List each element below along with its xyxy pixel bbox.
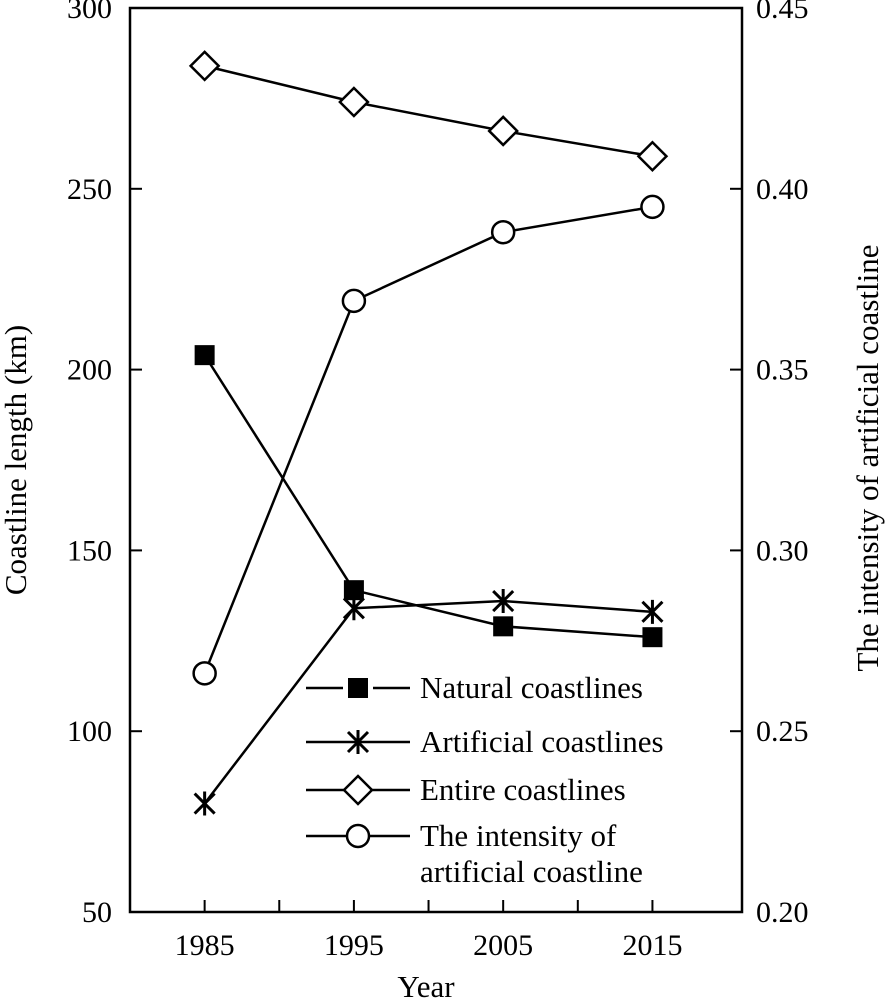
x-axis-title: Year [397, 969, 455, 1000]
y2-tick-label: 0.40 [756, 173, 809, 206]
legend-label-line: The intensity of [420, 818, 617, 853]
y-tick-label: 200 [67, 354, 112, 387]
data-point [342, 596, 365, 621]
series-layer [188, 50, 669, 816]
y2-tick-label: 0.35 [756, 354, 809, 387]
data-point [642, 627, 663, 648]
y2-tick-label: 0.20 [756, 896, 809, 929]
legend-marker [346, 730, 370, 754]
y-tick-label: 100 [67, 715, 112, 748]
x-tick-label: 2015 [622, 929, 682, 962]
data-point [341, 288, 367, 314]
x-tick-label: 2005 [473, 929, 533, 962]
legend-label-line: artificial coastline [420, 854, 643, 889]
data-point [492, 589, 515, 614]
data-point [490, 219, 516, 245]
series-2 [188, 50, 669, 173]
legend-label: Natural coastlines [420, 670, 643, 705]
legend-label-line: Natural coastlines [420, 670, 643, 705]
data-point [487, 115, 519, 147]
plot-frame [128, 6, 744, 914]
data-point [192, 661, 217, 686]
data-point [188, 50, 221, 82]
series-line [203, 205, 653, 674]
legend: Natural coastlines Artificial coastlines E… [306, 670, 664, 889]
y2-tick-label: 0.30 [756, 534, 809, 567]
data-point [641, 599, 664, 624]
y2-tick-label: 0.45 [756, 0, 809, 25]
series-3 [192, 194, 665, 686]
y2-axis-title: The intensity of artificial coastline [850, 245, 885, 672]
series-line [203, 354, 653, 639]
legend-label: The intensity of artificial coastline [420, 818, 643, 889]
legend-label-line: Artificial coastlines [420, 724, 664, 759]
data-point [338, 86, 370, 118]
legend-marker [345, 823, 371, 849]
data-point [193, 791, 216, 816]
data-point [194, 345, 215, 366]
series-0 [194, 345, 663, 648]
y-tick-label: 50 [82, 896, 112, 929]
legend-label: Entire coastlines [420, 772, 626, 807]
legend-label: Artificial coastlines [420, 724, 664, 759]
y2-tick-label: 0.25 [756, 715, 809, 748]
axis-ticks: 1985 1995 2005 2015 50 100 150 200 250 300 0.20 0.2… [67, 0, 809, 962]
x-tick-label: 1995 [324, 929, 384, 962]
y-tick-label: 300 [67, 0, 112, 25]
series-line [204, 64, 653, 158]
legend-label-line: Entire coastlines [420, 772, 626, 807]
y-axis-title: Coastline length (km) [0, 325, 33, 595]
y-tick-label: 250 [67, 173, 112, 206]
data-point [640, 194, 665, 220]
data-point [343, 580, 364, 601]
series-1 [193, 589, 664, 816]
y-tick-label: 150 [67, 534, 112, 567]
data-point [636, 140, 669, 173]
legend-marker [342, 774, 374, 806]
legend-marker [348, 678, 368, 698]
data-point [493, 616, 514, 637]
series-line [203, 599, 653, 805]
x-tick-label: 1985 [175, 929, 235, 962]
